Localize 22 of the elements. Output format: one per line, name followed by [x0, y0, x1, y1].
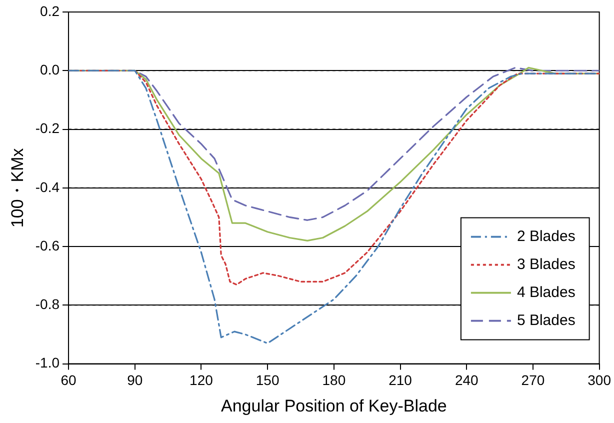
legend-label: 5 Blades [516, 312, 576, 329]
x-tick-label: 240 [454, 372, 479, 388]
legend-label: 4 Blades [516, 284, 576, 301]
x-tick-label: 210 [388, 372, 412, 388]
y-axis-title: 100・KMx [8, 148, 27, 228]
x-tick-label: 60 [60, 372, 77, 388]
y-tick-label: -0.4 [35, 178, 60, 195]
x-tick-label: 120 [190, 372, 214, 388]
x-tick-label: 300 [588, 372, 612, 388]
y-tick-label: -0.6 [35, 237, 60, 254]
x-axis-title: Angular Position of Key-Blade [220, 396, 447, 416]
x-tick-label: 180 [322, 372, 346, 388]
y-tick-label: 0.0 [40, 61, 60, 78]
y-tick-label: 0.2 [40, 2, 60, 19]
y-tick-label: -1.0 [35, 354, 60, 371]
x-tick-label: 90 [127, 372, 143, 388]
legend-label: 3 Blades [516, 256, 576, 273]
x-tick-label: 150 [256, 372, 280, 388]
y-tick-label: -0.8 [35, 296, 60, 312]
x-tick-label: 270 [521, 372, 545, 388]
legend-label: 2 Blades [516, 228, 576, 245]
y-tick-label: -0.2 [35, 120, 60, 136]
